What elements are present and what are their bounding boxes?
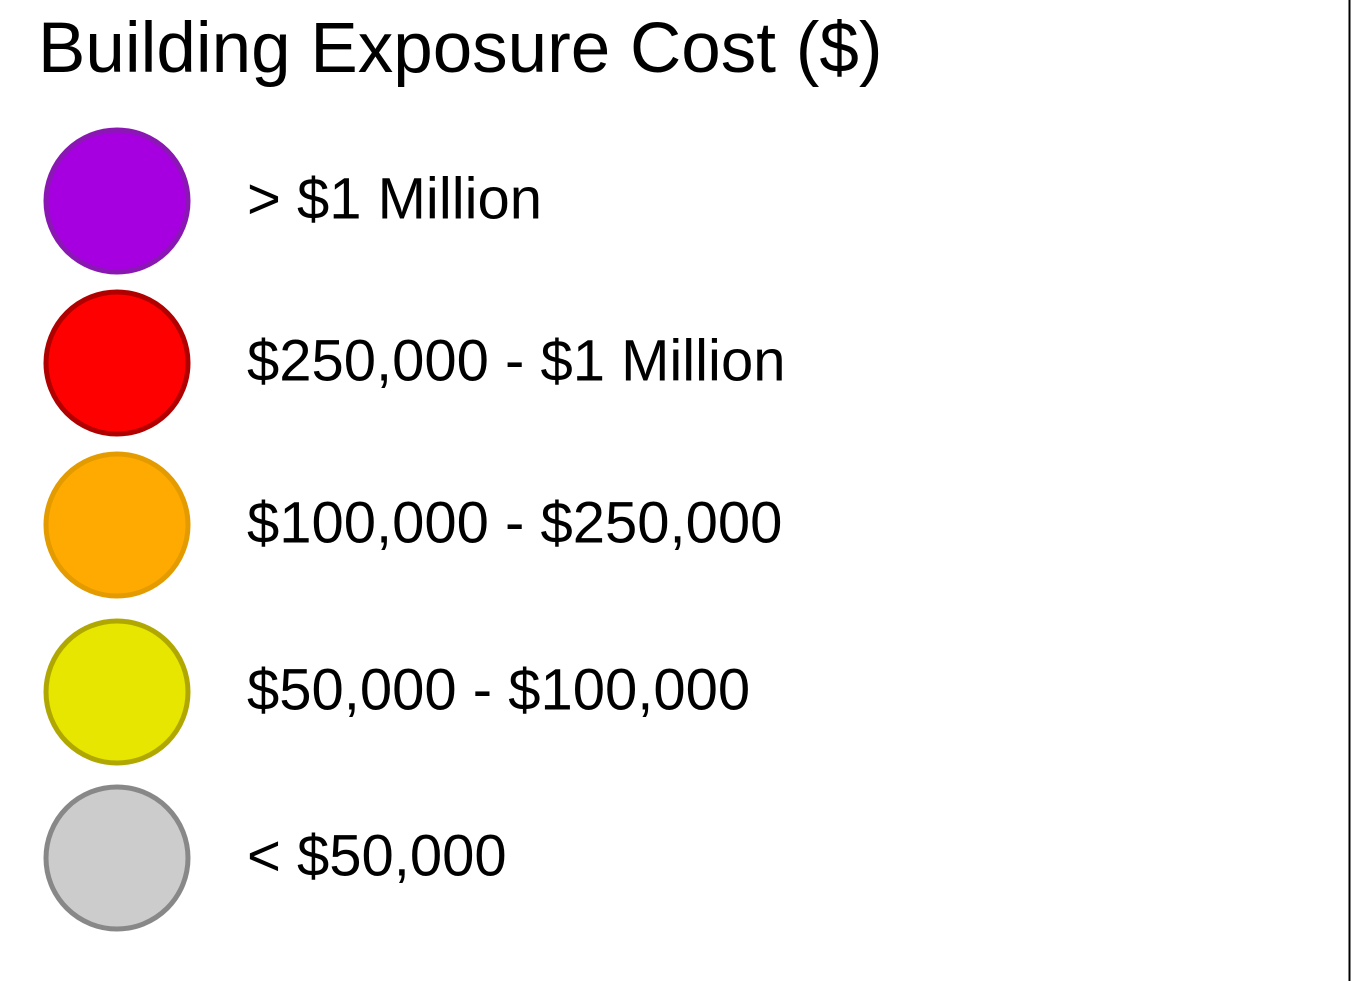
legend-label: $250,000 - $1 Million — [247, 328, 785, 393]
legend-label: < $50,000 — [247, 823, 507, 888]
legend-label: $50,000 - $100,000 — [247, 657, 750, 722]
legend-title: Building Exposure Cost ($) — [38, 9, 883, 88]
legend-swatch — [43, 451, 191, 599]
legend-label: $100,000 - $250,000 — [247, 490, 782, 555]
legend-swatch — [43, 289, 191, 437]
legend-swatch — [43, 618, 191, 766]
legend-label: > $1 Million — [247, 166, 542, 231]
legend-swatch — [43, 784, 191, 932]
legend-swatch — [43, 127, 191, 275]
